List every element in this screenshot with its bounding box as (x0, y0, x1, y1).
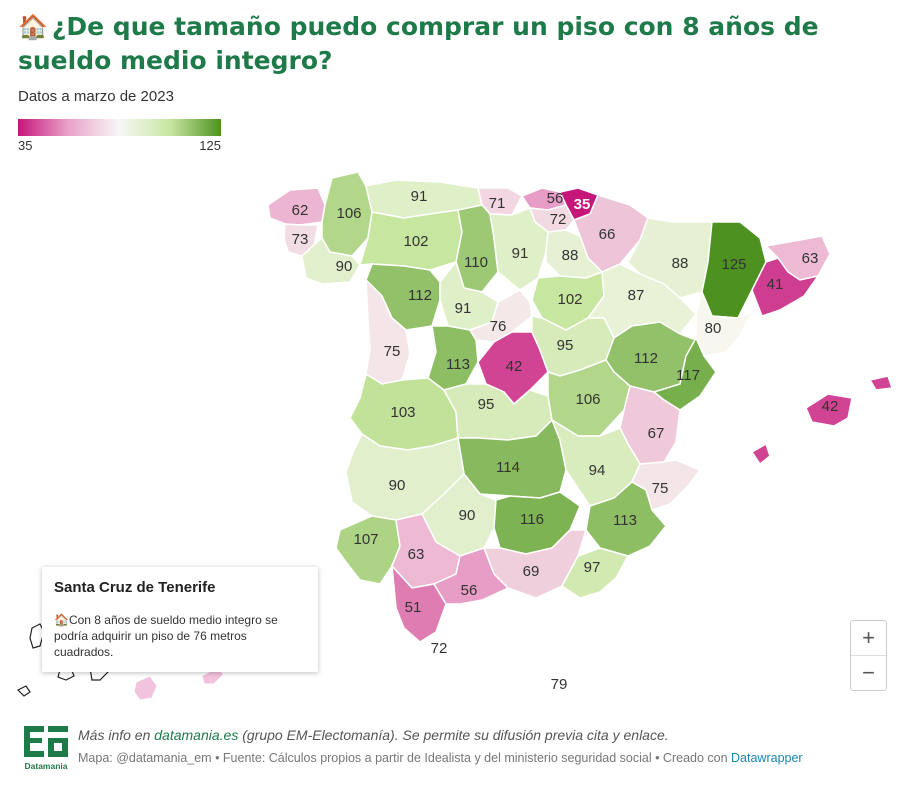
legend-gradient-bar (18, 119, 221, 136)
province-avila[interactable] (427, 325, 479, 391)
province-value-murcia: 113 (613, 512, 637, 529)
province-cadiz[interactable] (391, 563, 447, 643)
province-value-castellon: 117 (676, 367, 700, 384)
chart-title: 🏠 ¿De que tamaño puedo comprar un piso co… (18, 10, 898, 77)
province-value-alicante: 75 (652, 480, 669, 497)
province-value-cuenca: 106 (575, 391, 600, 408)
legend-min-label: 35 (18, 138, 33, 153)
datawrapper-link[interactable]: Datawrapper (731, 751, 803, 765)
province-value-burgos: 91 (512, 245, 529, 262)
footer-source: Mapa: @datamania_em • Fuente: Cálculos p… (78, 751, 803, 765)
tooltip-title: Santa Cruz de Tenerife (54, 579, 216, 596)
province-value-barcelona: 41 (767, 276, 784, 293)
province-value-zaragoza: 87 (628, 287, 645, 304)
house-icon: 🏠 (18, 13, 48, 41)
legend-max-label: 125 (199, 138, 221, 153)
province-leon[interactable] (358, 209, 463, 271)
province-value-lleida: 125 (721, 256, 746, 273)
province-value-girona: 63 (802, 250, 819, 267)
province-value-melilla: 79 (551, 676, 568, 693)
province-value-bizkaia: 56 (547, 190, 564, 207)
province-value-malaga: 56 (461, 582, 478, 599)
province-value-huelva: 107 (353, 531, 378, 548)
province-value-baleares: 42 (822, 398, 839, 415)
province-value-palencia: 110 (464, 254, 488, 271)
province-value-soria: 102 (557, 291, 582, 308)
province-value-tarragona: 80 (705, 320, 722, 337)
province-value-sevilla: 63 (408, 546, 425, 563)
province-ourense[interactable] (301, 236, 361, 285)
color-legend: 35 125 (18, 119, 221, 153)
province-value-guadalajara: 95 (557, 337, 574, 354)
province-value-asturias: 91 (411, 188, 428, 205)
province-tarragona[interactable] (695, 289, 754, 357)
province-value-cadiz: 51 (405, 599, 422, 616)
province-value-ceuta: 72 (431, 640, 448, 657)
province-value-alava: 72 (550, 211, 567, 228)
datamania-link[interactable]: datamania.es (154, 727, 239, 743)
province-value-huesca: 88 (672, 255, 689, 272)
province-value-zamora: 112 (408, 287, 432, 304)
datamania-logo[interactable]: Datamania (22, 724, 70, 774)
zoom-in-button[interactable]: + (851, 621, 886, 656)
chart-subtitle: Datos a marzo de 2023 (18, 88, 174, 105)
province-almeria[interactable] (561, 547, 630, 599)
zoom-controls: + − (850, 620, 887, 691)
province-value-gipuzkoa: 35 (574, 196, 591, 213)
province-value-teruel: 112 (634, 350, 658, 367)
footer-more-info-prefix: Más info en (78, 727, 155, 743)
province-value-madrid: 42 (506, 358, 523, 375)
province-malaga[interactable] (432, 547, 510, 605)
province-value-jaen: 116 (520, 511, 544, 528)
province-value-la-rioja: 88 (562, 247, 579, 264)
province-value-granada: 69 (523, 563, 540, 580)
province-huelva[interactable] (335, 515, 401, 585)
province-barcelona[interactable] (751, 257, 820, 317)
province-value-salamanca: 75 (384, 343, 401, 360)
province-lleida[interactable] (701, 221, 767, 319)
province-value-cordoba: 90 (459, 507, 476, 524)
logo-text: Datamania (25, 761, 68, 771)
footer-source-text: Mapa: @datamania_em • Fuente: Cálculos p… (78, 751, 732, 765)
province-value-toledo: 95 (478, 396, 495, 413)
tooltip-text: Con 8 años de sueldo medio integro se po… (54, 613, 278, 659)
province-toledo[interactable] (442, 383, 553, 441)
province-value-valladolid: 91 (455, 300, 472, 317)
tooltip-body: 🏠Con 8 años de sueldo medio integro se p… (54, 612, 306, 660)
province-value-ourense: 90 (336, 258, 353, 275)
province-palencia[interactable] (455, 204, 499, 293)
province-baleares[interactable] (750, 375, 894, 466)
province-value-caceres: 103 (390, 404, 415, 421)
chart-title-text: ¿De que tamaño puedo comprar un piso con… (18, 12, 819, 75)
province-segovia[interactable] (468, 289, 533, 343)
province-value-avila: 113 (446, 356, 470, 373)
footer-more-info-suffix: (grupo EM-Electomanía). Se permite su di… (238, 727, 669, 743)
zoom-out-button[interactable]: − (862, 660, 875, 685)
footer-more-info: Más info en datamania.es (grupo EM-Elect… (78, 727, 669, 743)
province-tooltip: Santa Cruz de Tenerife 🏠Con 8 años de su… (42, 567, 318, 672)
province-value-navarra: 66 (599, 226, 616, 243)
province-value-cantabria: 71 (489, 195, 506, 212)
province-value-badajoz: 90 (389, 477, 406, 494)
province-value-almeria: 97 (584, 559, 601, 576)
province-value-valencia: 67 (648, 425, 665, 442)
province-value-a-coruna: 62 (292, 202, 309, 219)
house-icon: 🏠 (54, 613, 69, 627)
province-value-ciudad-real: 114 (496, 459, 520, 476)
province-value-segovia: 76 (490, 318, 507, 335)
province-value-leon: 102 (403, 233, 428, 250)
province-value-lugo: 106 (336, 205, 361, 222)
province-murcia[interactable] (585, 481, 667, 557)
province-value-pontevedra: 73 (292, 231, 309, 248)
province-value-albacete: 94 (589, 462, 606, 479)
